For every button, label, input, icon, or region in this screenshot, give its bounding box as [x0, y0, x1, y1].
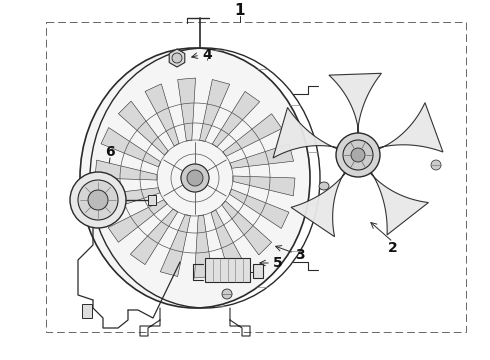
Polygon shape — [229, 189, 289, 229]
Ellipse shape — [431, 160, 441, 170]
Polygon shape — [195, 215, 212, 278]
Polygon shape — [230, 144, 294, 168]
Polygon shape — [160, 215, 191, 276]
Ellipse shape — [319, 182, 329, 190]
Polygon shape — [130, 209, 178, 265]
Text: 2: 2 — [388, 241, 398, 255]
Text: 6: 6 — [105, 145, 115, 159]
Polygon shape — [199, 80, 230, 141]
Ellipse shape — [88, 190, 108, 210]
Polygon shape — [119, 101, 168, 155]
Text: 5: 5 — [273, 256, 283, 270]
Ellipse shape — [351, 148, 365, 162]
Ellipse shape — [172, 53, 182, 63]
Polygon shape — [329, 73, 381, 135]
Polygon shape — [169, 49, 185, 67]
Bar — [148, 195, 156, 205]
Polygon shape — [211, 210, 245, 272]
Polygon shape — [233, 176, 295, 196]
Bar — [205, 258, 250, 282]
Ellipse shape — [343, 140, 373, 170]
Polygon shape — [145, 84, 179, 146]
Text: 1: 1 — [235, 3, 245, 18]
Polygon shape — [273, 108, 339, 158]
Text: 3: 3 — [295, 248, 305, 262]
Bar — [82, 304, 92, 318]
Polygon shape — [291, 171, 347, 237]
Bar — [46, 22, 466, 332]
Polygon shape — [212, 91, 260, 147]
Polygon shape — [97, 188, 160, 212]
Ellipse shape — [336, 133, 380, 177]
Polygon shape — [222, 201, 271, 255]
Polygon shape — [223, 114, 282, 156]
Ellipse shape — [78, 180, 118, 220]
Polygon shape — [108, 200, 167, 242]
Ellipse shape — [222, 289, 232, 299]
Text: 4: 4 — [202, 48, 212, 62]
Ellipse shape — [187, 170, 203, 186]
Ellipse shape — [70, 172, 126, 228]
Polygon shape — [377, 103, 443, 152]
Polygon shape — [95, 160, 157, 180]
Ellipse shape — [80, 48, 310, 308]
Polygon shape — [178, 78, 196, 141]
Polygon shape — [369, 171, 428, 235]
Bar — [253, 264, 263, 278]
Polygon shape — [101, 127, 161, 167]
Ellipse shape — [181, 164, 209, 192]
